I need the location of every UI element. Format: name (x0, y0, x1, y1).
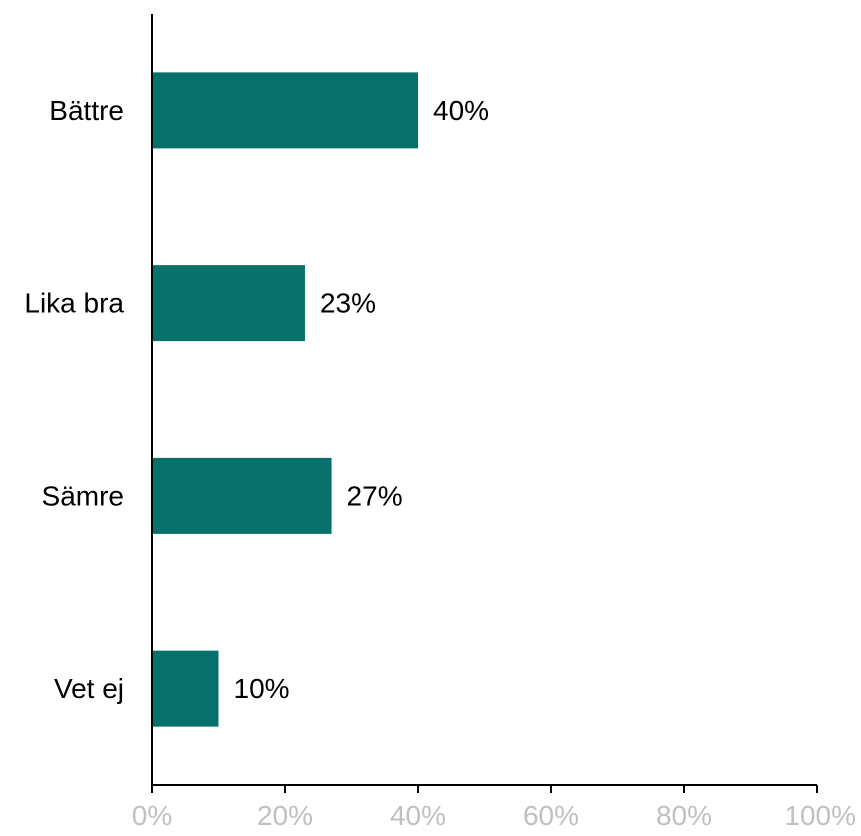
category-label: Sämre (42, 480, 124, 511)
bars-group (152, 72, 418, 727)
axes (151, 14, 817, 786)
x-tick-label: 0% (132, 800, 172, 831)
category-label: Lika bra (24, 288, 124, 319)
data-label: 10% (234, 673, 290, 704)
x-tick-label: 80% (656, 800, 712, 831)
category-label: Bättre (49, 95, 124, 126)
bar-0 (152, 72, 418, 149)
bar-1 (152, 265, 305, 342)
data-label: 40% (433, 95, 489, 126)
bar-2 (152, 457, 332, 534)
bar-3 (152, 650, 219, 727)
x-tick-label: 40% (390, 800, 446, 831)
x-tick-label: 20% (257, 800, 313, 831)
x-tick-label: 100% (784, 800, 856, 831)
data-label: 27% (347, 480, 403, 511)
x-axis-ticks: 0% 20% 40% 60% 80% 100% (132, 785, 856, 831)
data-label: 23% (320, 288, 376, 319)
value-labels: 40% 23% 27% 10% (234, 95, 490, 704)
category-label: Vet ej (54, 673, 124, 704)
x-tick-label: 60% (523, 800, 579, 831)
category-labels: Bättre Lika bra Sämre Vet ej (24, 95, 124, 704)
